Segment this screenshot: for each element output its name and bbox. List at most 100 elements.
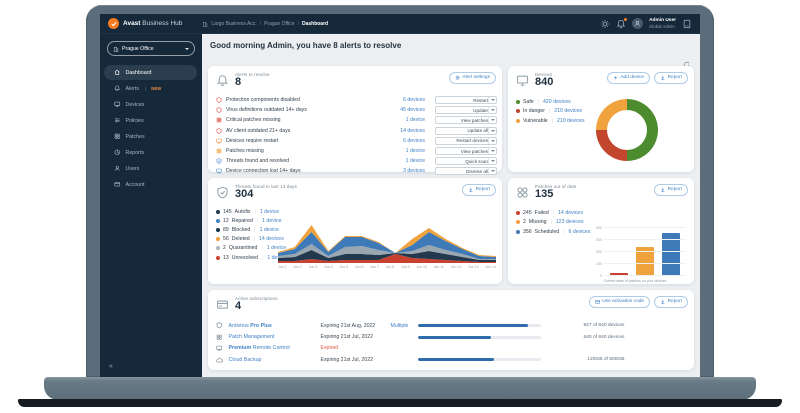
alert-devices-link[interactable]: 14 devices [400,127,425,134]
topbar: Avast Business Hub Largo Business Acc. / P… [100,14,700,34]
alert-label: Protection components disabled [226,97,300,104]
sidebar-item-reports[interactable]: Reports [104,145,197,160]
sidebar-item-alerts[interactable]: Alerts | NEW [104,81,197,96]
alert-action-select[interactable]: View patches [435,147,497,156]
alerts-count: 8 [235,76,242,88]
chevron-down-icon[interactable] [488,158,496,165]
chevron-down-icon[interactable] [488,97,496,104]
alert-devices-link[interactable]: 45 devices [400,107,425,114]
card-title: Alerts to resolve [235,72,270,77]
sliders-icon [114,117,121,124]
add-device-button[interactable]: Add device [606,72,651,84]
subscription-name-link[interactable]: Patch Management [228,334,275,341]
sidebar-item-devices[interactable]: Devices [104,97,197,112]
alert-devices-link[interactable]: 6 devices [403,97,425,104]
settings-gear-icon[interactable] [600,19,610,29]
legend-devices-link[interactable]: 210 devices [556,117,585,124]
breadcrumb-item[interactable]: Prague Office [264,20,295,27]
legend-devices-link[interactable]: 420 devices [542,98,571,105]
alert-devices-link[interactable]: 1 device [405,117,425,124]
legend-dot [516,118,520,123]
subscriptions-report-button[interactable]: Report [654,296,688,308]
alert-label: Patches missing [226,148,264,155]
avast-logo-icon [108,18,119,29]
alert-action-select[interactable]: Dismiss all [435,167,497,176]
threats-report-button[interactable]: Report [462,184,496,196]
bar-chart-caption: Current state of patches on your devices [603,279,667,283]
alert-settings-button[interactable]: Alert settings [448,72,496,84]
legend-devices-link[interactable]: 1 device [259,226,279,233]
notifications-bell-icon[interactable] [616,17,628,29]
legend-devices-link[interactable]: 14 devices [558,209,583,216]
subscription-expiry: Expiring 21st Jul, 2022 [320,356,373,363]
legend-devices-link[interactable]: 1 device [267,254,287,261]
patches-icon [216,334,223,341]
subscription-name-link[interactable]: Premium Remote Control [228,345,290,352]
refresh-button[interactable] [683,55,690,68]
legend-devices-link[interactable]: 14 devices [258,236,284,243]
legend-devices-link[interactable]: 123 devices [555,219,584,226]
alert-devices-link[interactable]: 1 device [405,158,425,165]
x-axis-label: Jun 14 [485,265,496,269]
x-axis-label: Jun 5 [339,265,349,269]
chevron-down-icon[interactable] [488,117,496,124]
breadcrumb-separator: / [297,20,299,27]
alert-devices-link[interactable]: 3 devices [403,168,425,175]
use-activation-code-button[interactable]: Use activation code [588,296,651,308]
area-series-quarantined [278,244,496,260]
alert-row: Virus definitions outdated 14+ days 45 de… [216,105,497,115]
x-axis-label: Jun 8 [385,265,395,269]
sidebar-collapse-button[interactable]: « [109,363,113,370]
y-axis-label: 0 [600,274,602,278]
user-block[interactable]: Admin User Global Admin [649,18,676,29]
user-name: Admin User [649,18,676,24]
alert-action-select[interactable]: Update [435,106,497,115]
x-axis-label: Jun 10 [416,265,427,269]
alert-devices-link[interactable]: 1 device [405,148,425,155]
monitor-icon [516,74,529,87]
subscription-name-link[interactable]: Antivirus Pro Plus [228,322,272,329]
console-icon[interactable] [682,19,692,29]
sidebar-item-dashboard[interactable]: Dashboard [104,65,197,80]
sidebar-item-account[interactable]: Account [104,177,197,192]
legend-devices-link[interactable]: 1 device [266,245,287,252]
monitor-icon [216,168,222,174]
breadcrumb-item[interactable]: Dashboard [301,20,329,27]
usage-bar [417,324,541,328]
monitor-icon [216,345,223,352]
patches-report-button[interactable]: Report [654,184,688,196]
subscription-extra-link[interactable]: Multiple [390,322,409,329]
plus-icon [613,75,619,81]
threats-card: Threats found in last 14 days 304 Report… [208,178,502,284]
sidebar-item-users[interactable]: Users [104,161,197,176]
legend-row: 2 Quarantined | 1 device [216,244,287,253]
chevron-down-icon[interactable] [488,148,496,155]
monitor-icon [114,101,121,108]
bar-failed [610,273,628,276]
patches-bar-chart: 0 100 200 300 400 [590,226,686,278]
download-icon [468,187,474,193]
legend-devices-link[interactable]: 210 devices [554,108,582,115]
org-selector[interactable]: Prague Office [107,41,195,56]
alert-action-select[interactable]: Quick scan [435,157,497,166]
alert-devices-link[interactable]: 6 devices [403,137,425,144]
alert-action-select[interactable]: Restart devices [435,136,497,145]
avatar[interactable] [632,18,644,29]
chevron-down-icon[interactable] [488,107,496,114]
alert-action-select[interactable]: Restart [435,96,497,105]
alert-action-select[interactable]: View patches [435,116,497,125]
legend-devices-link[interactable]: 6 devices [568,228,591,235]
monitor-icon [216,138,222,144]
breadcrumb-item[interactable]: Largo Business Acc. [211,20,257,27]
alert-action-select[interactable]: Update all [435,126,497,135]
legend-devices-link[interactable]: 1 device [262,217,282,224]
legend-devices-link[interactable]: 1 device [259,208,280,215]
sidebar-item-patches[interactable]: Patches [104,129,197,144]
devices-report-button[interactable]: Report [654,72,688,84]
subscription-name-link[interactable]: Cloud Backup [228,356,262,363]
chevron-down-icon[interactable] [488,127,496,134]
chevron-down-icon[interactable] [488,168,496,175]
chevron-down-icon[interactable] [488,137,496,144]
sidebar-item-policies[interactable]: Policies [104,113,197,128]
